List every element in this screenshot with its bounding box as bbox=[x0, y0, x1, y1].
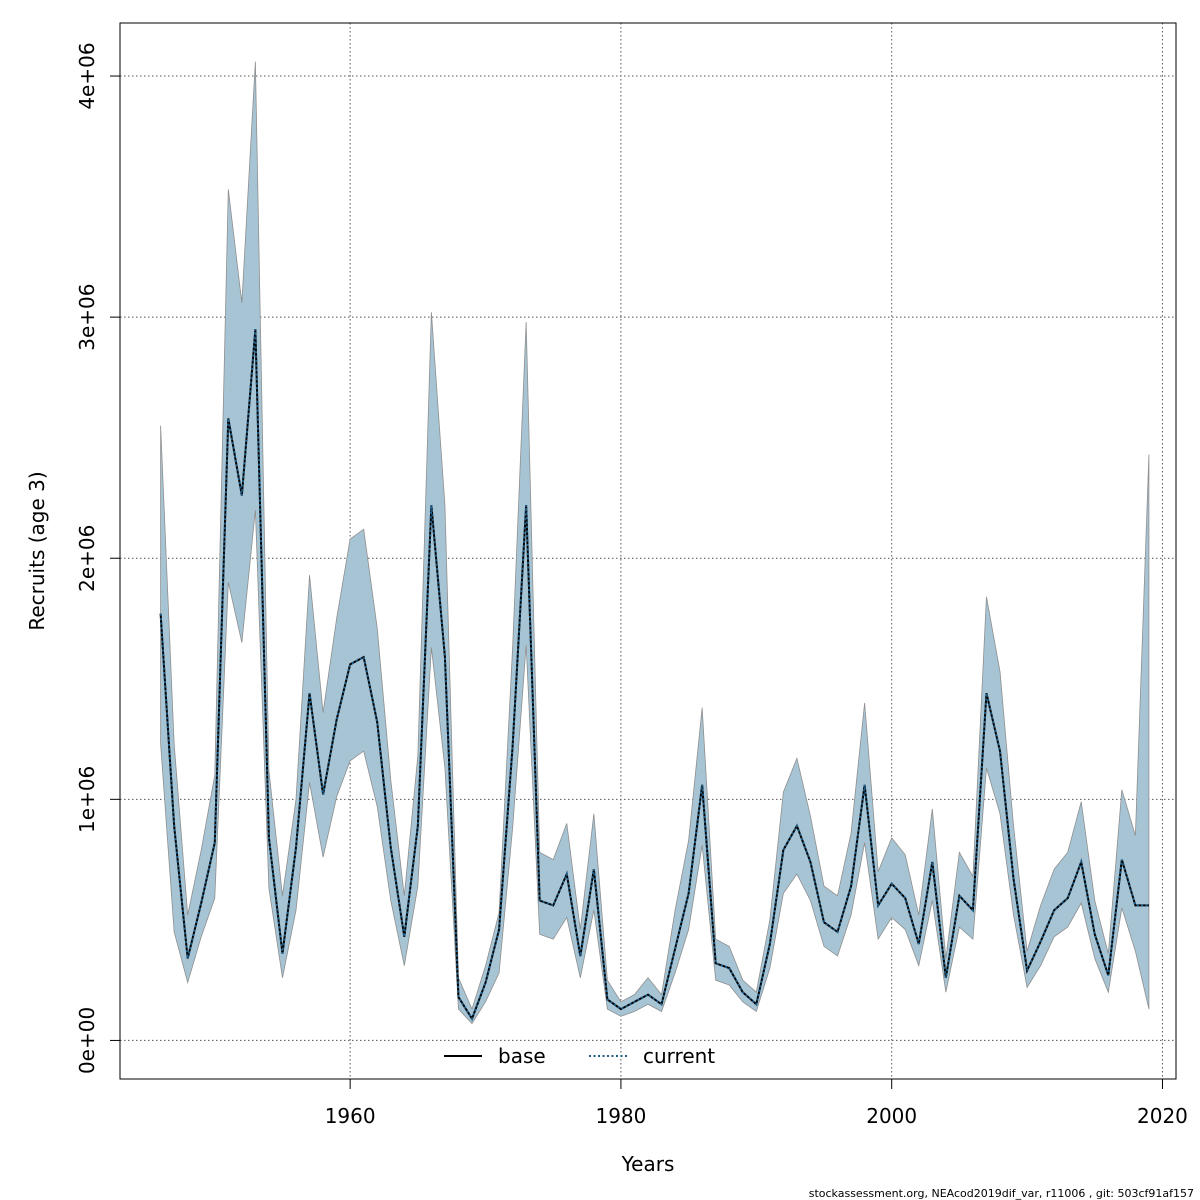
axes: 1960 1980 2000 2020 0e+00 1e+06 2e+06 3e+06 4e+0… bbox=[75, 42, 1188, 1128]
y-tick-label-3: 3e+06 bbox=[75, 284, 99, 351]
x-tick-label-2: 2000 bbox=[866, 1104, 917, 1128]
y-tick-label-4: 4e+06 bbox=[75, 42, 99, 109]
legend-label-base: base bbox=[498, 1044, 546, 1068]
x-tick-label-0: 1960 bbox=[325, 1104, 376, 1128]
x-tick-label-1: 1980 bbox=[595, 1104, 646, 1128]
confidence-band bbox=[160, 61, 1150, 1025]
y-tick-label-1: 1e+06 bbox=[75, 766, 99, 833]
plot-frame bbox=[119, 22, 1177, 1080]
y-tick-label-0: 0e+00 bbox=[75, 1007, 99, 1074]
y-tick-label-2: 2e+06 bbox=[75, 525, 99, 592]
confidence-band-layer bbox=[160, 61, 1150, 1025]
series-line-base bbox=[159, 329, 1149, 1021]
x-tick-label-3: 2020 bbox=[1137, 1104, 1188, 1128]
x-axis-label: Years bbox=[621, 1152, 675, 1176]
legend: base current bbox=[444, 1044, 715, 1068]
y-axis-label: Recruits (age 3) bbox=[25, 471, 49, 630]
footer-text: stockassessment.org, NEAcod2019dif_var, … bbox=[809, 1187, 1194, 1200]
legend-label-current: current bbox=[643, 1044, 715, 1068]
series-lines bbox=[159, 329, 1149, 1021]
